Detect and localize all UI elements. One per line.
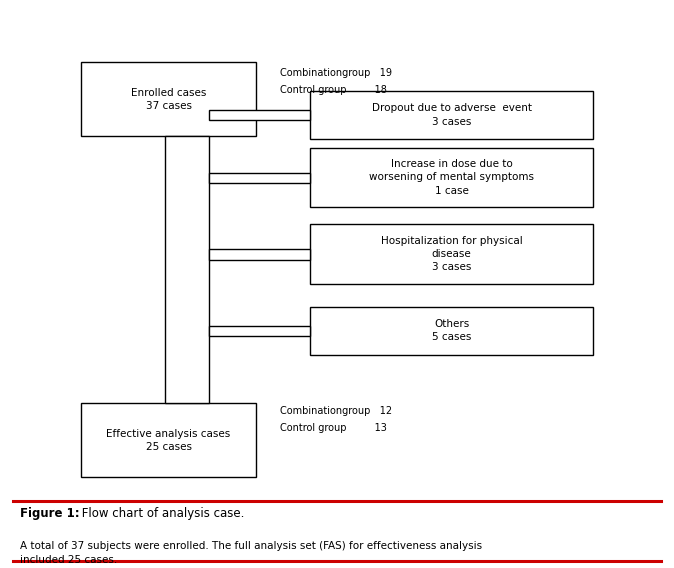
Text: Figure 1:: Figure 1: [20, 507, 80, 520]
Text: Flow chart of analysis case.: Flow chart of analysis case. [78, 507, 244, 520]
Text: Enrolled cases
37 cases: Enrolled cases 37 cases [131, 88, 206, 111]
Text: Dropout due to adverse  event
3 cases: Dropout due to adverse event 3 cases [371, 103, 532, 127]
Bar [209, 249, 310, 260]
Text: A total of 37 subjects were enrolled. The full analysis set (FAS) for effectiven: A total of 37 subjects were enrolled. Th… [20, 541, 483, 565]
Text: Combinationgroup   12
Control group         13: Combinationgroup 12 Control group 13 [280, 406, 392, 432]
Text: Combinationgroup   19
Control group         18: Combinationgroup 19 Control group 18 [280, 68, 392, 94]
Bar [209, 110, 310, 120]
Bar [81, 403, 256, 477]
Bar [209, 326, 310, 336]
Text: Increase in dose due to
worsening of mental symptoms
1 case: Increase in dose due to worsening of men… [369, 159, 534, 196]
Bar [310, 148, 593, 207]
Text: Others
5 cases: Others 5 cases [432, 319, 471, 343]
Bar [165, 136, 209, 403]
Bar [310, 307, 593, 355]
Bar [209, 173, 310, 183]
Text: Effective analysis cases
25 cases: Effective analysis cases 25 cases [106, 429, 231, 452]
Bar [310, 224, 593, 284]
Bar [310, 91, 593, 139]
Text: Hospitalization for physical
disease
3 cases: Hospitalization for physical disease 3 c… [381, 236, 522, 273]
Bar [81, 62, 256, 136]
